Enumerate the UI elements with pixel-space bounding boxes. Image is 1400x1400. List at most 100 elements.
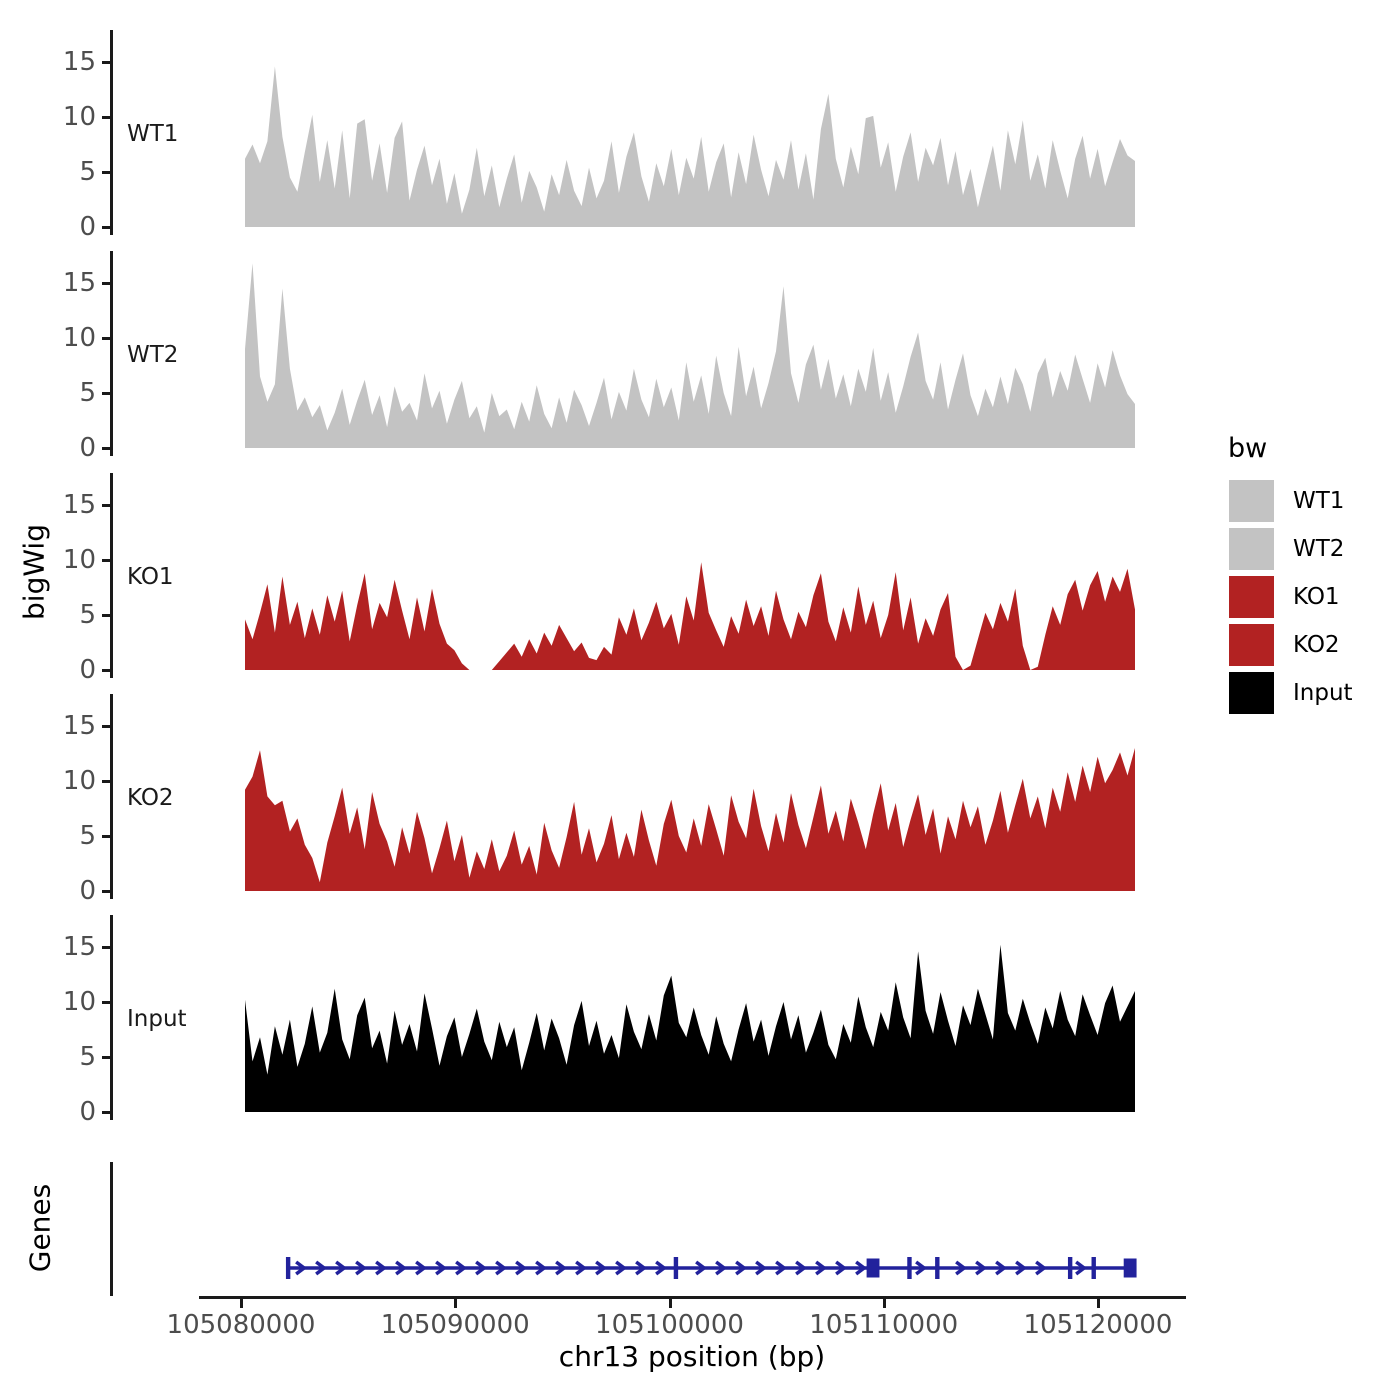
x-tick-mark — [454, 1299, 458, 1308]
exon-block — [1123, 1258, 1137, 1278]
x-tick-mark — [882, 1299, 886, 1308]
legend-label-WT2: WT2 — [1293, 536, 1345, 562]
y-axis-line-KO1 — [110, 473, 113, 678]
track-label-KO2: KO2 — [127, 785, 174, 811]
strand-arrow-icon — [735, 1260, 748, 1276]
y-tick-label: 5 — [79, 600, 96, 630]
x-tick-label: 105100000 — [595, 1310, 744, 1340]
legend-label-KO2: KO2 — [1293, 632, 1340, 658]
y-tick-label: 15 — [62, 711, 96, 741]
y-tick-mark — [102, 669, 111, 672]
strand-arrow-icon — [655, 1260, 668, 1276]
y-tick-label: 10 — [62, 766, 96, 796]
y-tick-label: 10 — [62, 545, 96, 575]
y-tick-label: 5 — [79, 1042, 96, 1072]
x-axis-title: chr13 position (bp) — [558, 1340, 826, 1373]
y-tick-mark — [102, 1001, 111, 1004]
y-tick-mark — [102, 946, 111, 949]
strand-arrow-icon — [1075, 1260, 1088, 1276]
y-tick-mark — [102, 890, 111, 893]
y-tick-mark — [102, 116, 111, 119]
y-tick-mark — [102, 337, 111, 340]
track-label-Input: Input — [127, 1006, 187, 1032]
strand-arrow-icon — [1035, 1260, 1048, 1276]
strand-arrow-icon — [435, 1260, 448, 1276]
y-tick-label: 15 — [62, 932, 96, 962]
strand-arrow-icon — [1015, 1260, 1028, 1276]
y-tick-label: 15 — [62, 268, 96, 298]
genes-axis-line — [110, 1162, 113, 1296]
y-tick-mark — [102, 447, 111, 450]
strand-arrow-icon — [315, 1260, 328, 1276]
coverage-area-WT2 — [245, 263, 1135, 448]
legend-key-KO2 — [1229, 624, 1274, 666]
strand-arrow-icon — [415, 1260, 428, 1276]
y-tick-mark — [102, 171, 111, 174]
strand-arrow-icon — [795, 1260, 808, 1276]
exon-tick — [1091, 1257, 1096, 1279]
strand-arrow-icon — [495, 1260, 508, 1276]
strand-arrow-icon — [595, 1260, 608, 1276]
strand-arrow-icon — [395, 1260, 408, 1276]
strand-arrow-icon — [635, 1260, 648, 1276]
coverage-area-Input — [245, 944, 1135, 1112]
track-label-WT1: WT1 — [127, 121, 179, 147]
y-tick-mark — [102, 392, 111, 395]
x-tick-mark — [1097, 1299, 1100, 1308]
y-axis-line-KO2 — [110, 694, 113, 899]
exon-tick — [935, 1257, 940, 1279]
y-tick-label: 10 — [62, 102, 96, 132]
strand-arrow-icon — [455, 1260, 468, 1276]
strand-arrow-icon — [995, 1260, 1008, 1276]
y-axis-line-Input — [110, 915, 113, 1120]
exon-block — [866, 1258, 880, 1278]
y-tick-mark — [102, 780, 111, 783]
exon-tick — [285, 1257, 291, 1279]
x-tick-mark — [240, 1299, 243, 1308]
strand-arrow-icon — [615, 1260, 628, 1276]
coverage-area-KO2 — [245, 748, 1135, 891]
y-tick-mark — [102, 282, 111, 285]
x-tick-label: 105090000 — [380, 1310, 530, 1340]
gene-model — [285, 1257, 1137, 1279]
strand-arrow-icon — [475, 1260, 488, 1276]
y-tick-label: 0 — [79, 433, 96, 463]
coverage-path-Input — [245, 944, 1135, 1112]
y-tick-mark — [102, 226, 111, 229]
y-tick-mark — [102, 835, 111, 838]
strand-arrow-icon — [775, 1260, 788, 1276]
y-tick-label: 0 — [79, 212, 96, 242]
strand-arrow-icon — [295, 1260, 308, 1276]
y-tick-mark — [102, 61, 111, 64]
coverage-path-WT1 — [245, 66, 1135, 228]
y-tick-label: 10 — [62, 323, 96, 353]
strand-arrow-icon — [335, 1260, 348, 1276]
x-tick-label: 105110000 — [809, 1310, 959, 1340]
y-tick-label: 0 — [79, 1097, 96, 1127]
y-tick-mark — [102, 559, 111, 562]
x-axis: 105080000 105090000 105100000 105110000 1051… — [0, 1290, 1400, 1350]
coverage-path-KO2 — [245, 748, 1135, 891]
legend-label-WT1: WT1 — [1293, 488, 1345, 514]
strand-arrow-icon — [815, 1260, 828, 1276]
strand-arrow-icon — [975, 1260, 988, 1276]
coverage-path-KO1 — [245, 562, 1135, 670]
strand-arrow-icon — [355, 1260, 368, 1276]
y-tick-label: 15 — [62, 490, 96, 520]
coverage-path-WT2 — [245, 263, 1135, 448]
strand-arrow-icon — [375, 1260, 388, 1276]
y-tick-mark — [102, 614, 111, 617]
y-tick-label: 15 — [62, 47, 96, 77]
strand-arrow-icon — [555, 1260, 568, 1276]
y-tick-label: 0 — [79, 876, 96, 906]
strand-arrow-icon — [855, 1260, 868, 1276]
y-tick-label: 0 — [79, 655, 96, 685]
x-tick-label: 105080000 — [166, 1310, 316, 1340]
y-tick-label: 5 — [79, 157, 96, 187]
strand-arrow-icon — [955, 1260, 968, 1276]
track-label-WT2: WT2 — [127, 342, 179, 368]
y-tick-label: 5 — [79, 821, 96, 851]
strand-arrow-icon — [535, 1260, 548, 1276]
exon-tick — [673, 1257, 679, 1279]
x-tick-label: 105120000 — [1023, 1310, 1173, 1340]
